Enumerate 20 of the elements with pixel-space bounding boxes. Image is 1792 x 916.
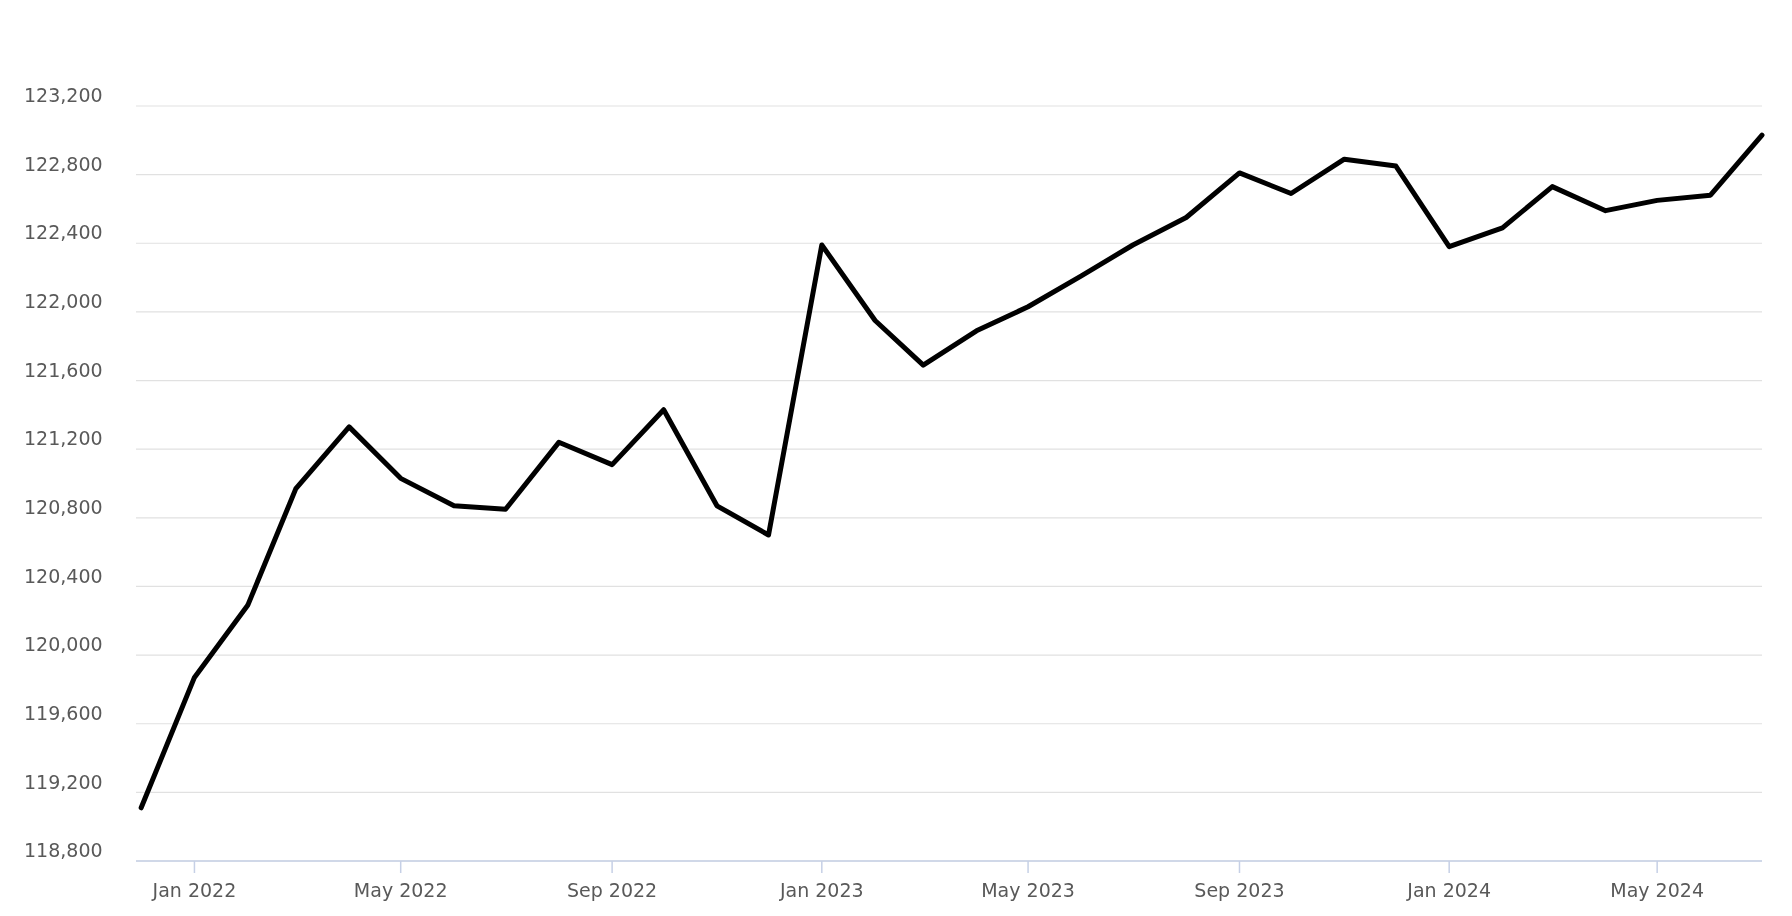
x-tick-label: May 2023 (981, 879, 1075, 901)
x-tick-label: Sep 2023 (1194, 879, 1285, 901)
y-tick-label: 123,200 (24, 84, 103, 107)
y-tick-label: 119,600 (24, 701, 103, 724)
x-tick-label: May 2022 (353, 879, 448, 901)
y-tick-label: 122,800 (24, 152, 103, 175)
y-tick-label: 122,000 (24, 290, 103, 313)
y-tick-label: 118,800 (24, 839, 103, 862)
x-tick-label: Sep 2022 (567, 879, 658, 901)
y-tick-label: 121,600 (24, 358, 103, 381)
x-tick-label: Jan 2024 (1406, 879, 1492, 901)
y-tick-label: 119,200 (24, 770, 103, 793)
x-tick-label: Jan 2023 (778, 879, 864, 901)
y-tick-label: 120,400 (24, 564, 103, 587)
y-tick-label: 121,200 (24, 427, 103, 450)
y-tick-label: 120,000 (24, 633, 103, 656)
y-tick-label: 120,800 (24, 496, 103, 519)
x-tick-label: May 2024 (1610, 879, 1704, 901)
x-tick-label: Jan 2022 (151, 879, 237, 901)
y-tick-label: 122,400 (24, 221, 103, 244)
